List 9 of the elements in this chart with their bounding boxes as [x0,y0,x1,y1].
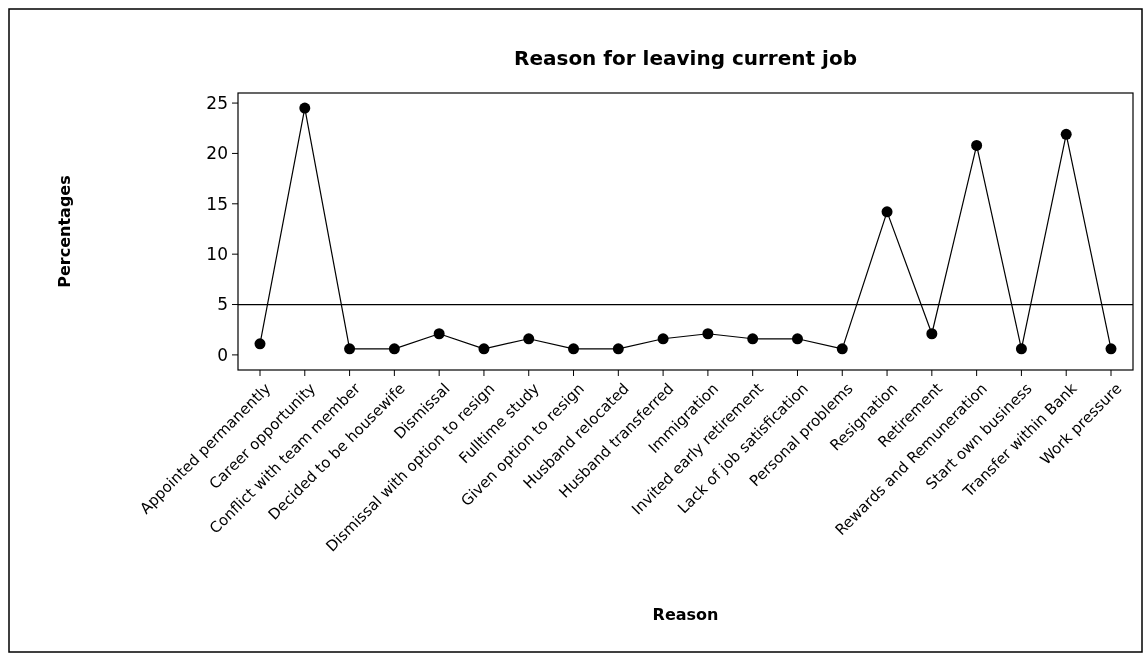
y-tick-label: 5 [217,294,228,315]
y-tick-label: 25 [206,93,228,114]
y-tick-label: 20 [206,143,228,164]
y-tick-label: 15 [206,193,228,214]
y-tick-label: 0 [217,344,228,365]
chart-title: Reason for leaving current job [514,46,857,70]
y-axis-title: Percentages [55,175,74,288]
x-axis-title: Reason [652,605,719,624]
y-tick-label: 10 [206,244,228,265]
